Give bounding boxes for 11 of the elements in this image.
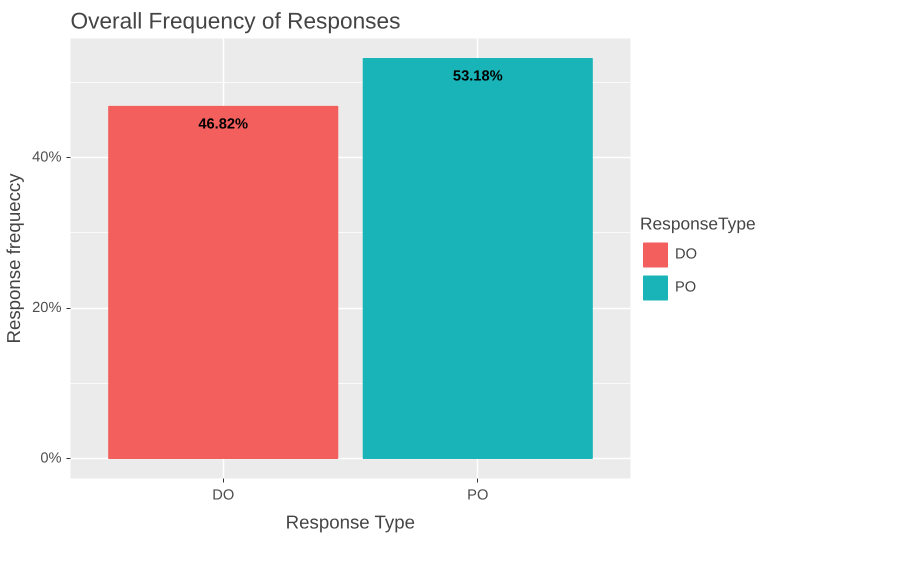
- data-label: 53.18%: [452, 68, 503, 85]
- legend-label: PO: [675, 280, 696, 296]
- y-axis-title: Response frequeccy: [3, 172, 24, 344]
- y-tick-label: 0%: [40, 450, 62, 466]
- data-label: 46.82%: [198, 116, 248, 132]
- y-tick-label: 20%: [32, 300, 62, 316]
- legend-title: ResponseType: [640, 214, 756, 234]
- x-axis-title: Response Type: [286, 512, 415, 532]
- chart-title: Overall Frequency of Responses: [70, 8, 400, 34]
- y-tick-label: 40%: [32, 150, 62, 166]
- legend-label: DO: [675, 246, 697, 262]
